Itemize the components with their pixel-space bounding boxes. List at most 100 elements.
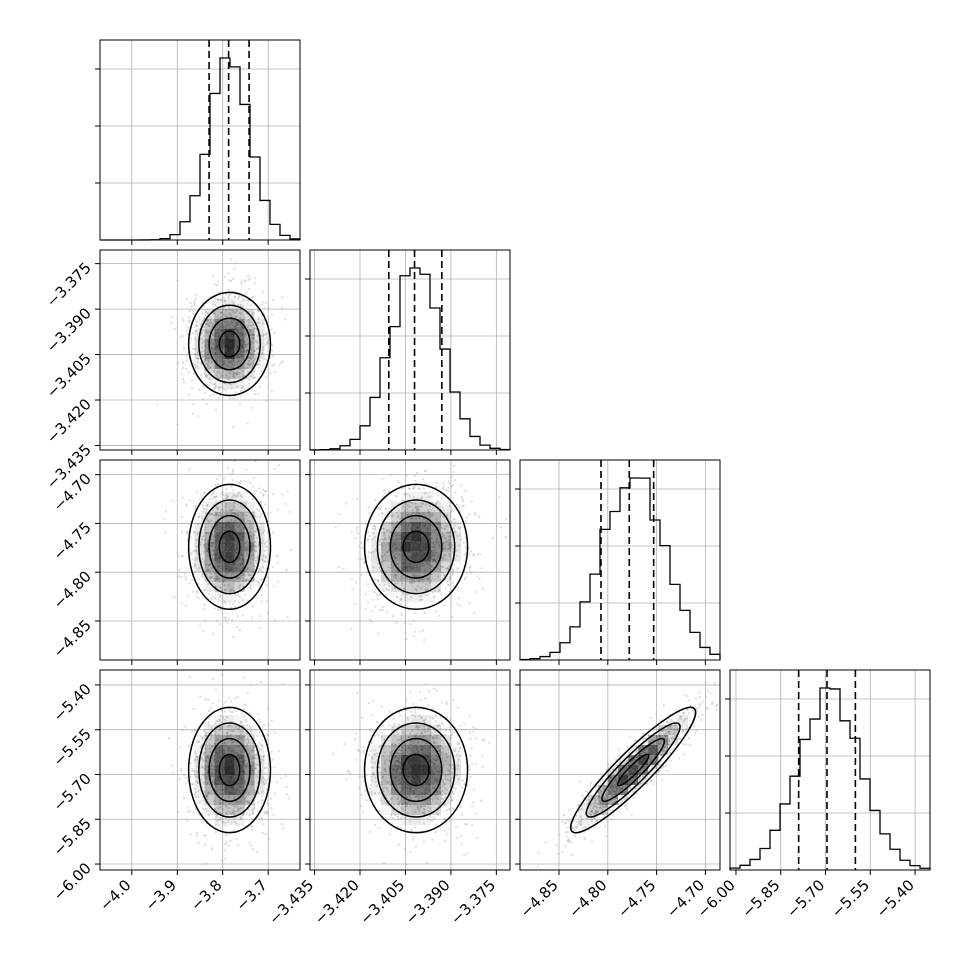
sample-point (471, 762, 474, 766)
sample-point (257, 509, 261, 513)
sample-point (263, 503, 267, 506)
sample-point (430, 508, 433, 512)
sample-point (433, 554, 436, 558)
sample-point (370, 776, 373, 779)
sample-point (465, 823, 468, 826)
sample-point (405, 863, 408, 866)
sample-point (384, 793, 387, 797)
sample-point (384, 768, 387, 771)
sample-point (203, 619, 206, 622)
sample-point (220, 812, 223, 815)
sample-point (227, 313, 230, 316)
sample-point (418, 595, 421, 598)
sample-point (213, 742, 217, 745)
sample-point (397, 748, 400, 751)
sample-point (194, 330, 198, 333)
sample-point (443, 527, 446, 530)
sample-point (215, 511, 218, 514)
sample-point (441, 532, 444, 535)
sample-point (359, 804, 363, 808)
sample-point (229, 724, 232, 727)
sample-point (233, 360, 236, 364)
sample-point (450, 485, 453, 488)
sample-point (201, 319, 205, 322)
sample-point (246, 349, 249, 353)
sample-point (192, 309, 195, 313)
density-cell (411, 511, 422, 522)
sample-point (385, 610, 388, 614)
density-cell (254, 318, 265, 329)
sample-point (253, 393, 257, 396)
sample-point (237, 737, 240, 741)
sample-point (446, 580, 449, 583)
sample-point (227, 293, 231, 297)
sample-point (437, 813, 440, 817)
sample-point (289, 549, 293, 552)
sample-point (346, 769, 349, 773)
sample-point (443, 537, 446, 540)
sample-point (217, 482, 220, 486)
sample-point (241, 712, 244, 715)
density-cell (411, 541, 422, 552)
sample-point (427, 727, 430, 730)
density-cell (401, 571, 412, 582)
sample-point (236, 800, 239, 803)
density-cell (391, 551, 402, 562)
sample-point (244, 350, 247, 354)
density-cell (411, 795, 422, 805)
sample-point (469, 572, 473, 575)
sample-point (441, 505, 444, 508)
sample-point (260, 593, 264, 596)
sample-point (356, 748, 360, 751)
sample-point (396, 732, 400, 735)
sample-point (174, 596, 177, 599)
sample-point (396, 815, 399, 818)
sample-point (213, 607, 216, 610)
sample-point (250, 818, 253, 821)
sample-point (260, 795, 264, 798)
sample-point (249, 534, 253, 538)
sample-point (208, 791, 211, 794)
sample-point (396, 759, 399, 762)
sample-point (200, 346, 203, 349)
sample-point (416, 726, 419, 729)
sample-point (444, 554, 447, 557)
sample-point (247, 342, 250, 345)
sample-point (381, 609, 384, 612)
sample-point (212, 549, 215, 552)
density-cell (214, 571, 225, 582)
sample-point (423, 812, 426, 815)
sample-point (256, 556, 259, 559)
sample-point (468, 715, 471, 718)
sample-point (197, 367, 200, 370)
sample-point (443, 787, 446, 790)
density-cell (391, 755, 402, 765)
sample-point (464, 489, 467, 492)
sample-point (233, 262, 237, 265)
sample-point (200, 552, 203, 556)
sample-point (241, 614, 244, 617)
sample-point (252, 746, 256, 749)
sample-point (211, 542, 214, 545)
sample-point (244, 579, 247, 582)
sample-point (354, 738, 357, 741)
sample-point (252, 761, 255, 764)
sample-point (456, 571, 459, 574)
sample-point (246, 801, 249, 804)
sample-point (163, 517, 166, 521)
sample-point (396, 825, 399, 829)
sample-point (192, 769, 196, 772)
sample-point (460, 538, 463, 542)
sample-point (252, 362, 255, 365)
sample-point (187, 744, 190, 748)
sample-point (203, 534, 206, 538)
sample-point (209, 316, 212, 319)
sample-point (223, 701, 227, 704)
sample-point (249, 587, 252, 590)
density-cell (421, 745, 432, 755)
sample-point (203, 531, 207, 535)
sample-point (259, 501, 262, 504)
density-cell (214, 551, 225, 562)
sample-point (241, 573, 244, 576)
sample-point (208, 330, 211, 333)
